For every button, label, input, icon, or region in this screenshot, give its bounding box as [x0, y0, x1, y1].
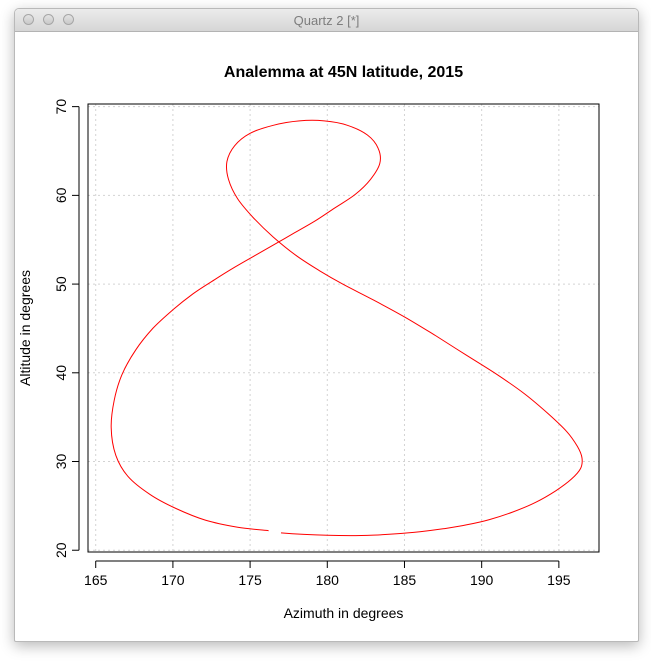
y-tick-label-4: 60: [53, 187, 69, 203]
x-tick-label-3: 180: [316, 572, 340, 588]
x-tick-label-1: 170: [161, 572, 185, 588]
x-axis: 165 170 175 180 185 190 195: [84, 560, 571, 588]
minimize-window-button[interactable]: [43, 14, 54, 25]
y-axis-label: Altitude in degrees: [17, 270, 33, 386]
chart-title: Analemma at 45N latitude, 2015: [224, 64, 463, 81]
x-tick-label-0: 165: [84, 572, 108, 588]
y-tick-label-5: 70: [53, 99, 69, 115]
x-tick-label-2: 175: [238, 572, 262, 588]
y-axis: 20 30 40 50 60 70: [53, 99, 80, 558]
x-tick-label-4: 185: [393, 572, 417, 588]
x-tick-label-6: 195: [547, 572, 571, 588]
y-tick-label-1: 30: [53, 454, 69, 470]
grid-lines: [88, 104, 599, 552]
analemma-curve: [110, 119, 583, 537]
x-tick-label-5: 190: [470, 572, 494, 588]
y-tick-label-0: 20: [53, 542, 69, 558]
quartz-window: Quartz 2 [*] 165 170 175 180 185 190 195 20 30 4…: [14, 8, 639, 642]
y-tick-label-3: 50: [53, 276, 69, 292]
x-axis-label: Azimuth in degrees: [284, 605, 404, 621]
window-titlebar[interactable]: Quartz 2 [*]: [15, 9, 638, 32]
zoom-window-button[interactable]: [63, 14, 74, 25]
y-tick-label-2: 40: [53, 365, 69, 381]
analemma-plot: 165 170 175 180 185 190 195 20 30 40 50 60 70 Anale…: [17, 64, 600, 621]
plot-frame: [87, 103, 600, 553]
window-title: Quartz 2 [*]: [293, 13, 360, 28]
close-window-button[interactable]: [23, 14, 34, 25]
